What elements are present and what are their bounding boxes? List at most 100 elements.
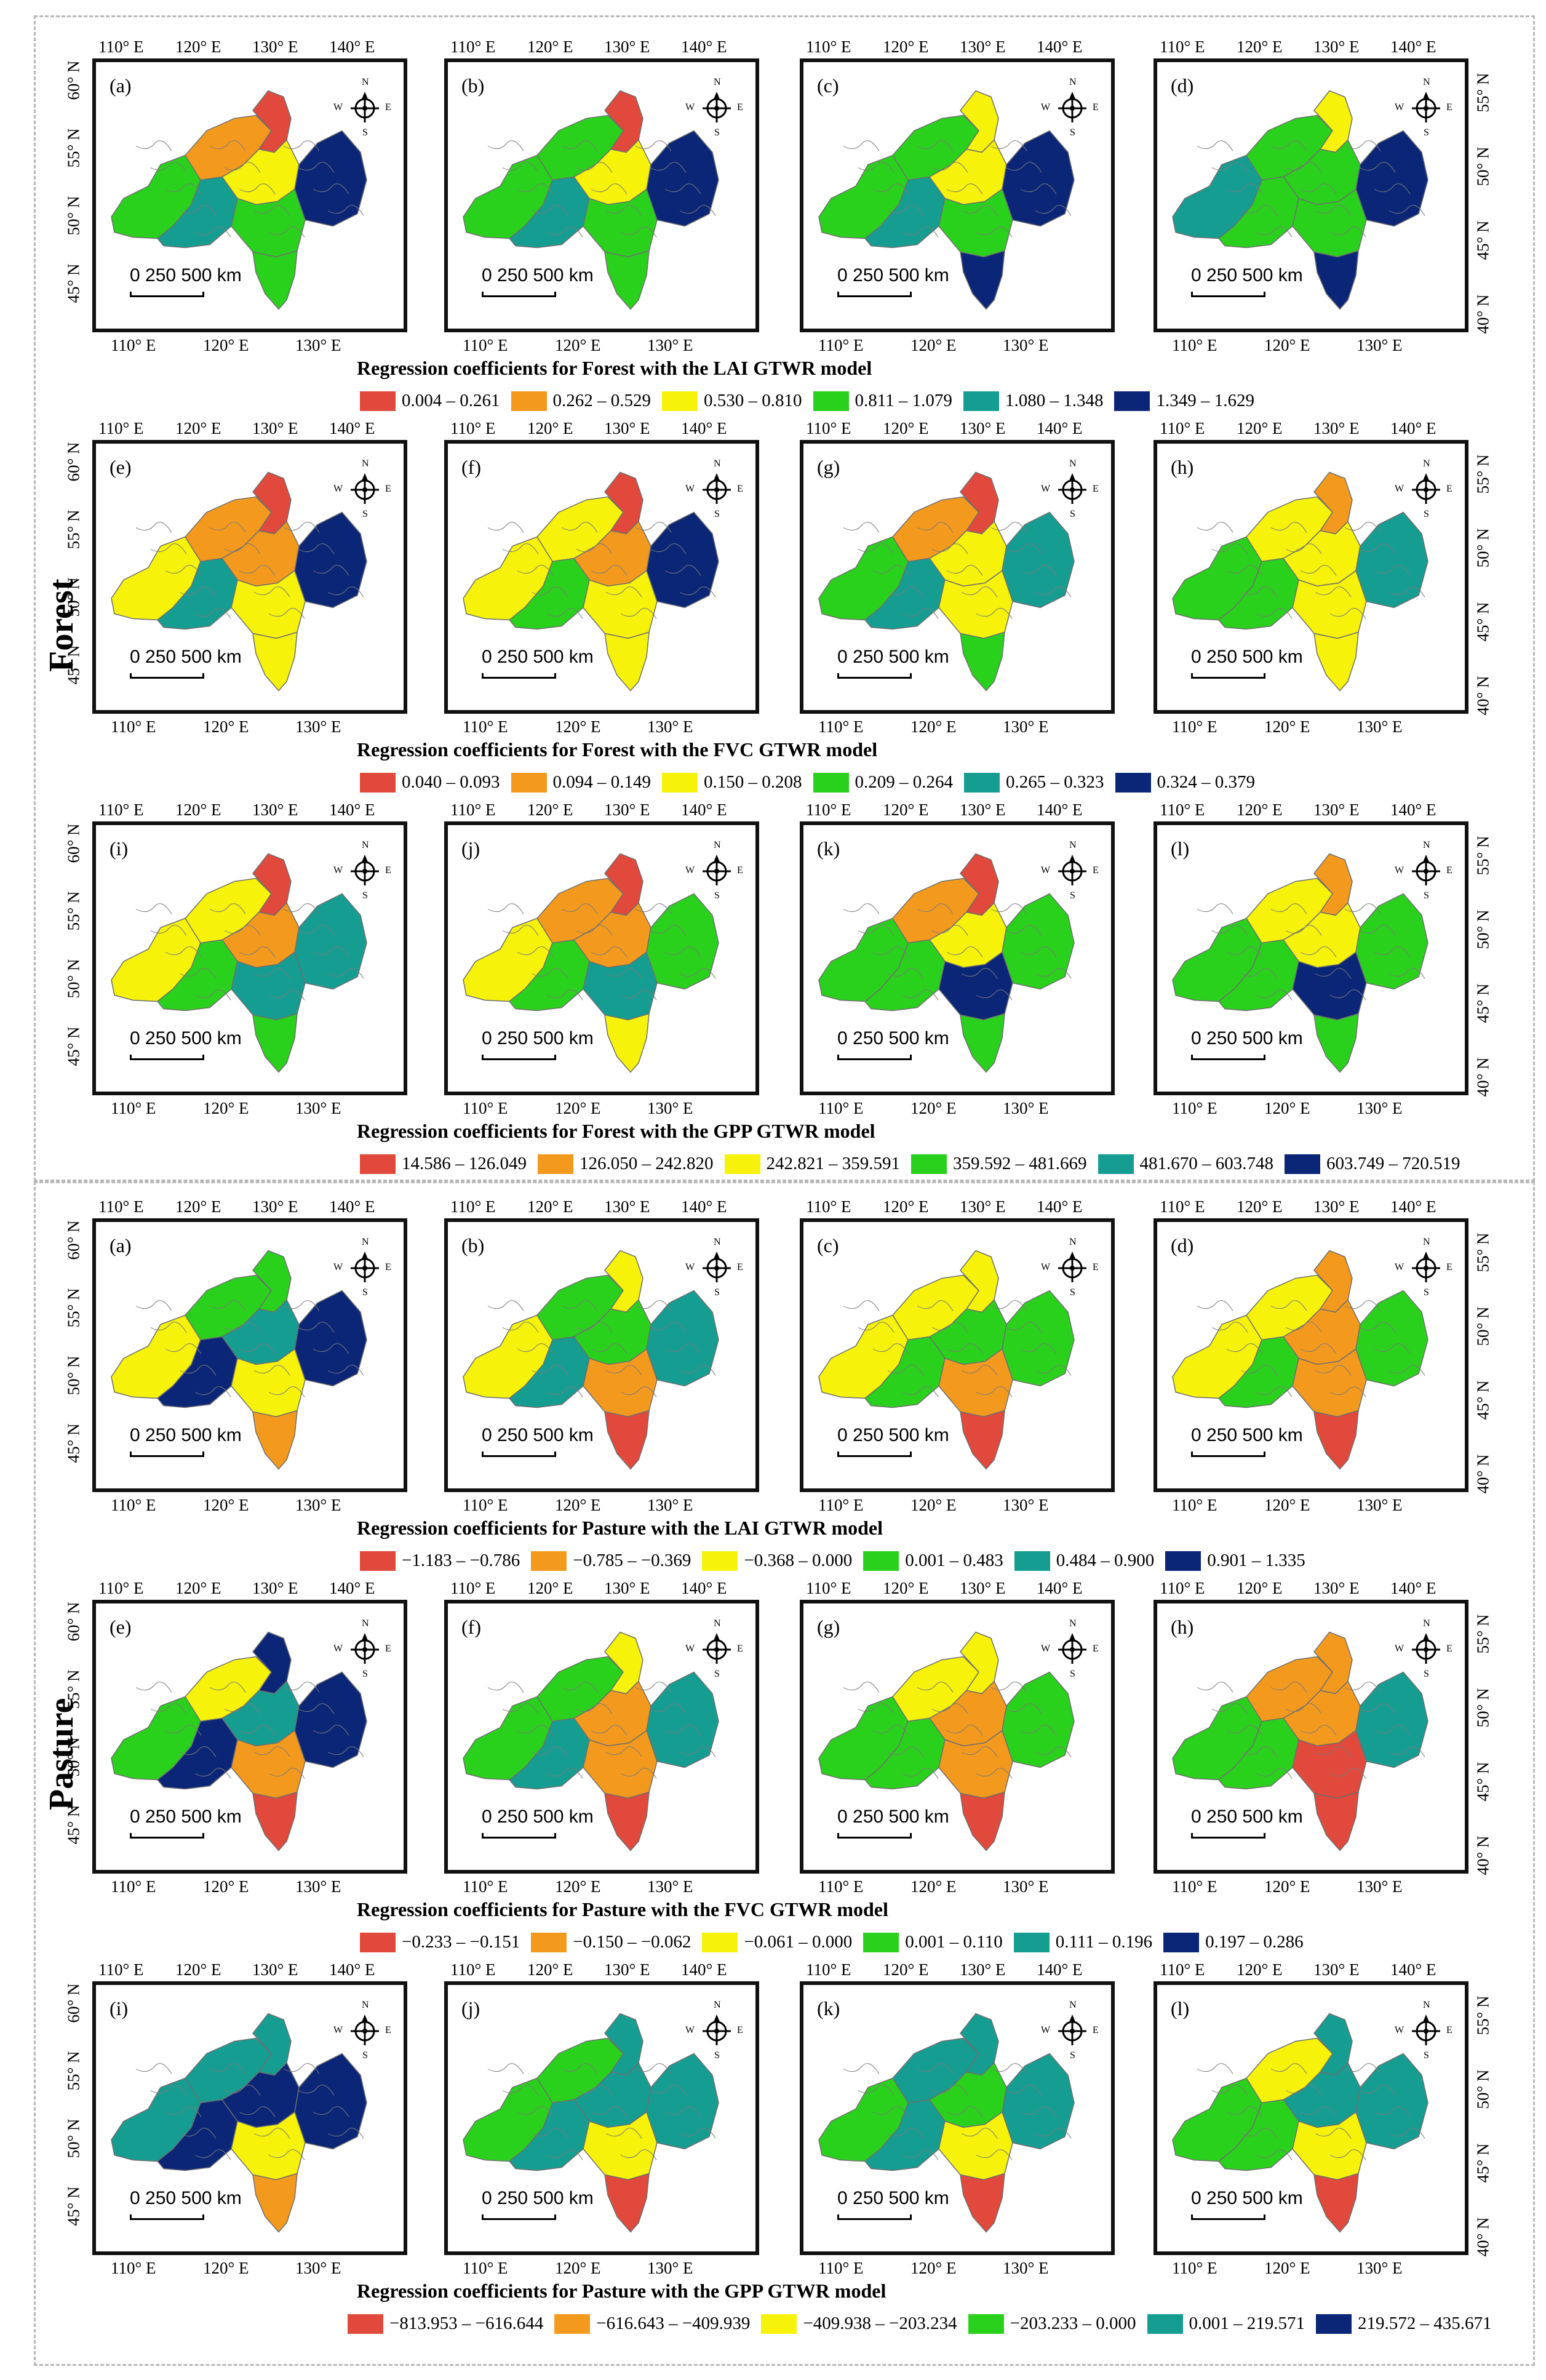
- latitude-tick-right: 55° N: [1473, 1614, 1492, 1654]
- longitude-tick-top: 110° E: [1160, 1579, 1205, 1597]
- compass-n-label: N: [714, 77, 721, 87]
- sub-basin-line: [517, 946, 554, 957]
- longitude-tick-top: 110° E: [1160, 1197, 1205, 1216]
- longitude-tick-bottom: 130° E: [295, 1496, 341, 1514]
- longitude-tick-top: 120° E: [527, 801, 573, 819]
- sub-basin-line: [917, 1300, 954, 1311]
- sub-basin-line: [605, 1365, 642, 1376]
- longitude-tick-top: 120° E: [1237, 1579, 1283, 1597]
- longitude-tick-top: 110° E: [450, 1197, 496, 1216]
- sub-basin-line: [546, 1386, 583, 1397]
- sub-basin-line: [135, 522, 172, 533]
- north-arrow-icon: N S W E: [685, 458, 743, 519]
- sub-basin-line: [1197, 1300, 1233, 1311]
- sub-basin-line: [313, 2106, 349, 2117]
- basin-region: [294, 511, 367, 609]
- compass-e-label: E: [1446, 2025, 1452, 2035]
- sub-basin-line: [180, 586, 217, 597]
- compass-n-label: N: [1069, 840, 1077, 850]
- region-map: [818, 90, 1075, 310]
- row-caption: Regression coefficients for Pasture with…: [357, 1898, 888, 1920]
- sub-basin-line: [843, 1300, 880, 1311]
- legend-swatch: [702, 1551, 738, 1571]
- sub-basin-line: [887, 205, 924, 216]
- longitude-tick-top: 130° E: [960, 801, 1006, 819]
- map-panel: (k) N S W E 0 250 500 km: [800, 821, 1115, 1095]
- sub-basin-line: [1344, 522, 1381, 533]
- latitude-tick-left: 50° N: [64, 577, 83, 617]
- sub-basin-line: [561, 140, 598, 151]
- sub-basin-line: [298, 543, 335, 554]
- longitude-tick-bottom: 110° E: [463, 1877, 508, 1896]
- sub-basin-line: [679, 586, 716, 597]
- legend-label: −0.150 – −0.062: [573, 1932, 691, 1952]
- north-arrow-icon: N S W E: [685, 840, 743, 901]
- legend-swatch: [863, 1932, 899, 1952]
- legend-swatch: [662, 772, 698, 793]
- sub-basin-line: [961, 2128, 998, 2139]
- legend-label: −1.183 – −0.786: [402, 1551, 520, 1570]
- north-arrow-icon: N S W E: [1041, 2000, 1099, 2061]
- longitude-tick-bottom: 120° E: [1264, 2259, 1310, 2277]
- sub-basin-line: [253, 1365, 290, 1376]
- sub-basin-line: [1359, 543, 1396, 554]
- basin-region: [1355, 1290, 1428, 1387]
- sub-basin-line: [268, 226, 305, 238]
- sub-basin-line: [591, 1343, 628, 1354]
- compass-w-label: W: [1041, 1262, 1051, 1272]
- longitude-tick-top: 140° E: [681, 1197, 727, 1216]
- sub-basin-line: [180, 968, 217, 979]
- longitude-tick-bottom: 110° E: [111, 1877, 156, 1896]
- latitude-tick-right: 45° N: [1473, 1762, 1492, 1802]
- map-panel: (l) N S W E 0 250 500 km: [1154, 821, 1468, 1095]
- compass-n-label: N: [714, 458, 721, 469]
- basin-region: [1002, 893, 1075, 990]
- longitude-tick-top: 130° E: [1313, 419, 1360, 437]
- latitude-tick-right: 40° N: [1473, 2217, 1492, 2257]
- map-panel: (g) N S W E 0 250 500 km: [800, 440, 1115, 714]
- legend-item: 481.670 – 603.748: [1098, 1154, 1273, 1174]
- basin-region: [1002, 2053, 1075, 2150]
- scale-bar-line: [837, 673, 912, 679]
- scale-bar: 0 250 500 km: [837, 265, 949, 286]
- region-map: [1172, 1250, 1428, 1470]
- longitude-tick-bottom: 110° E: [818, 1877, 864, 1896]
- legend-swatch: [761, 2314, 797, 2334]
- region-map: [1172, 2013, 1428, 2233]
- sub-basin-line: [1374, 565, 1411, 576]
- legend-item: 0.004 – 0.261: [360, 391, 500, 411]
- scale-bar: 0 250 500 km: [130, 647, 242, 667]
- legend-swatch: [911, 1154, 947, 1174]
- map-panel: (d) N S W E 0 250 500 km: [1154, 58, 1468, 332]
- sub-basin-line: [1197, 903, 1233, 914]
- longitude-tick-top: 130° E: [960, 1960, 1006, 1979]
- legend-item: 0.262 – 0.529: [511, 391, 651, 411]
- basin-region: [1355, 1671, 1428, 1768]
- longitude-tick-top: 110° E: [450, 1960, 496, 1979]
- compass-n-label: N: [714, 1237, 721, 1247]
- sub-basin-line: [194, 2149, 231, 2160]
- longitude-tick-bottom: 120° E: [555, 717, 601, 736]
- panel-label: (k): [817, 837, 840, 860]
- sub-basin-line: [1197, 2063, 1233, 2074]
- sub-basin-line: [532, 205, 568, 216]
- map-panel: (e) N S W E 0 250 500 km: [92, 1600, 407, 1874]
- scale-bar-line: [837, 1833, 912, 1839]
- scale-bar-line: [482, 1452, 556, 1457]
- basin-region: [1002, 511, 1075, 609]
- compass-s-label: S: [714, 509, 720, 519]
- scale-bar-line: [837, 292, 912, 297]
- sub-basin-line: [902, 1768, 939, 1779]
- sub-basin-line: [1211, 543, 1248, 554]
- legend-label: 0.530 – 0.810: [704, 391, 802, 410]
- sub-basin-line: [1329, 226, 1366, 238]
- sub-basin-line: [487, 2063, 524, 2074]
- map-panel: (j) N S W E 0 250 500 km: [444, 821, 759, 1095]
- sub-basin-line: [1241, 205, 1278, 216]
- legend-item: 0.111 – 0.196: [1013, 1932, 1152, 1952]
- sub-basin-line: [546, 989, 583, 1000]
- basin-region: [231, 1348, 306, 1418]
- sub-basin-line: [1226, 2106, 1263, 2117]
- north-arrow-icon: N S W E: [1395, 1618, 1452, 1679]
- longitude-tick-bottom: 120° E: [1264, 717, 1310, 736]
